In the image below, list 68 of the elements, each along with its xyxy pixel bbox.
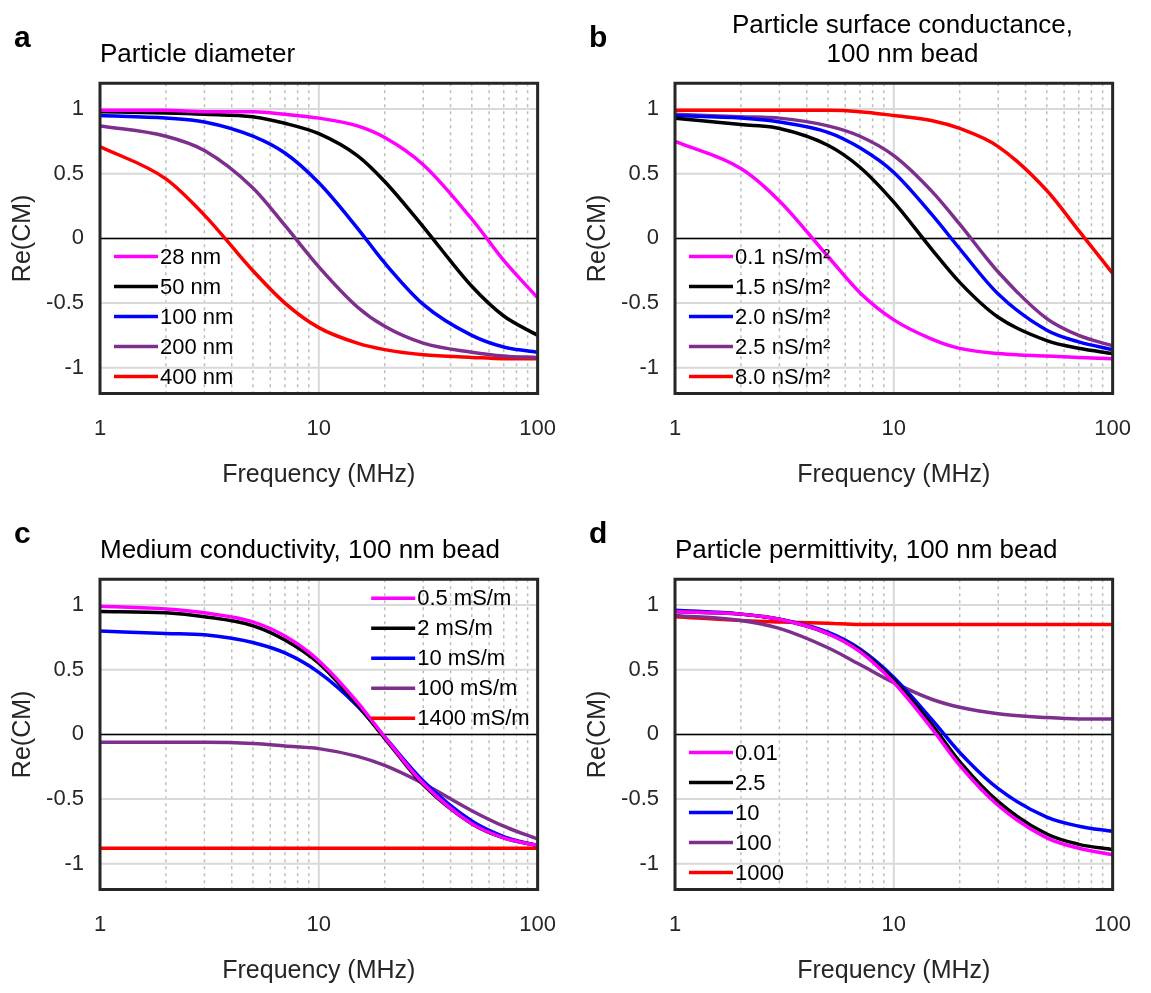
y-tick-label: 1 (646, 591, 659, 617)
legend-label: 2.5 (735, 769, 766, 795)
x-tick-label: 10 (306, 910, 332, 936)
legend-label: 2.5 nS/m² (735, 333, 831, 359)
x-tick-label: 1 (668, 910, 682, 936)
x-axis-title: Frequency (MHz) (797, 458, 991, 487)
y-tick-label: 0.5 (628, 159, 659, 185)
x-tick-label: 100 (1094, 414, 1132, 440)
x-tick-label: 100 (1094, 910, 1132, 936)
text: d (589, 516, 608, 549)
y-tick-label: 0.5 (628, 655, 659, 681)
y-tick-label: -0.5 (621, 785, 659, 811)
chart-title: Particle permittivity, 100 nm bead (675, 533, 1059, 564)
chart-title: Particle diameter (100, 37, 297, 68)
y-tick-label: 1 (71, 591, 84, 617)
legend-label: 100 nm (160, 303, 234, 329)
text: a (14, 20, 31, 53)
y-axis-title: Re(CM) (6, 690, 35, 779)
x-tick-label: 10 (881, 414, 907, 440)
y-tick-label: -0.5 (46, 289, 84, 315)
x-tick-label: 1 (93, 414, 107, 440)
legend-label: 8.0 nS/m² (735, 363, 831, 389)
legend-label: 200 nm (160, 333, 234, 359)
legend-label: 100 (735, 829, 772, 855)
y-axis-title: Re(CM) (581, 194, 610, 283)
y-tick-label: 1 (646, 95, 659, 121)
x-tick-label: 100 (519, 414, 557, 440)
legend-label: 1.5 nS/m² (735, 273, 831, 299)
text: b (589, 20, 608, 53)
legend-label: 10 mS/m (417, 645, 506, 671)
text: c (14, 516, 31, 549)
legend-label: 50 nm (160, 273, 222, 299)
legend-label: 2.0 nS/m² (735, 303, 831, 329)
legend-label: 28 nm (160, 243, 222, 269)
y-axis-title: Re(CM) (6, 194, 35, 283)
x-axis-title: Frequency (MHz) (222, 954, 416, 983)
y-tick-label: 0 (71, 720, 84, 746)
legend-label: 1400 mS/m (417, 705, 530, 731)
y-tick-label: 0.5 (53, 655, 84, 681)
legend-label: 2 mS/m (417, 615, 493, 641)
y-tick-label: -1 (64, 849, 84, 875)
x-tick-label: 1 (93, 910, 107, 936)
y-axis-title: Re(CM) (581, 690, 610, 779)
legend-label: 0.1 nS/m² (735, 243, 831, 269)
y-tick-label: -0.5 (46, 785, 84, 811)
y-tick-label: -1 (639, 353, 659, 379)
legend-label: 10 (735, 799, 760, 825)
legend-label: 0.01 (735, 739, 778, 765)
y-tick-label: -0.5 (621, 289, 659, 315)
y-tick-label: 0 (646, 720, 659, 746)
x-tick-label: 100 (519, 910, 557, 936)
x-axis-title: Frequency (MHz) (222, 458, 416, 487)
chart-title: Particle surface conductance, 100 nm bead (730, 8, 1075, 68)
y-tick-label: -1 (64, 353, 84, 379)
legend-label: 400 nm (160, 363, 234, 389)
x-tick-label: 1 (668, 414, 682, 440)
y-tick-label: 0 (646, 224, 659, 250)
x-tick-label: 10 (306, 414, 332, 440)
y-tick-label: 0 (71, 224, 84, 250)
legend-label: 0.5 mS/m (417, 585, 512, 611)
y-tick-label: 0.5 (53, 159, 84, 185)
y-tick-label: 1 (71, 95, 84, 121)
x-tick-label: 10 (881, 910, 907, 936)
legend-label: 1000 (735, 859, 784, 885)
chart-title: Medium conductivity, 100 nm bead (100, 533, 501, 564)
y-tick-label: -1 (639, 849, 659, 875)
legend-label: 100 mS/m (417, 675, 518, 701)
x-axis-title: Frequency (MHz) (797, 954, 991, 983)
